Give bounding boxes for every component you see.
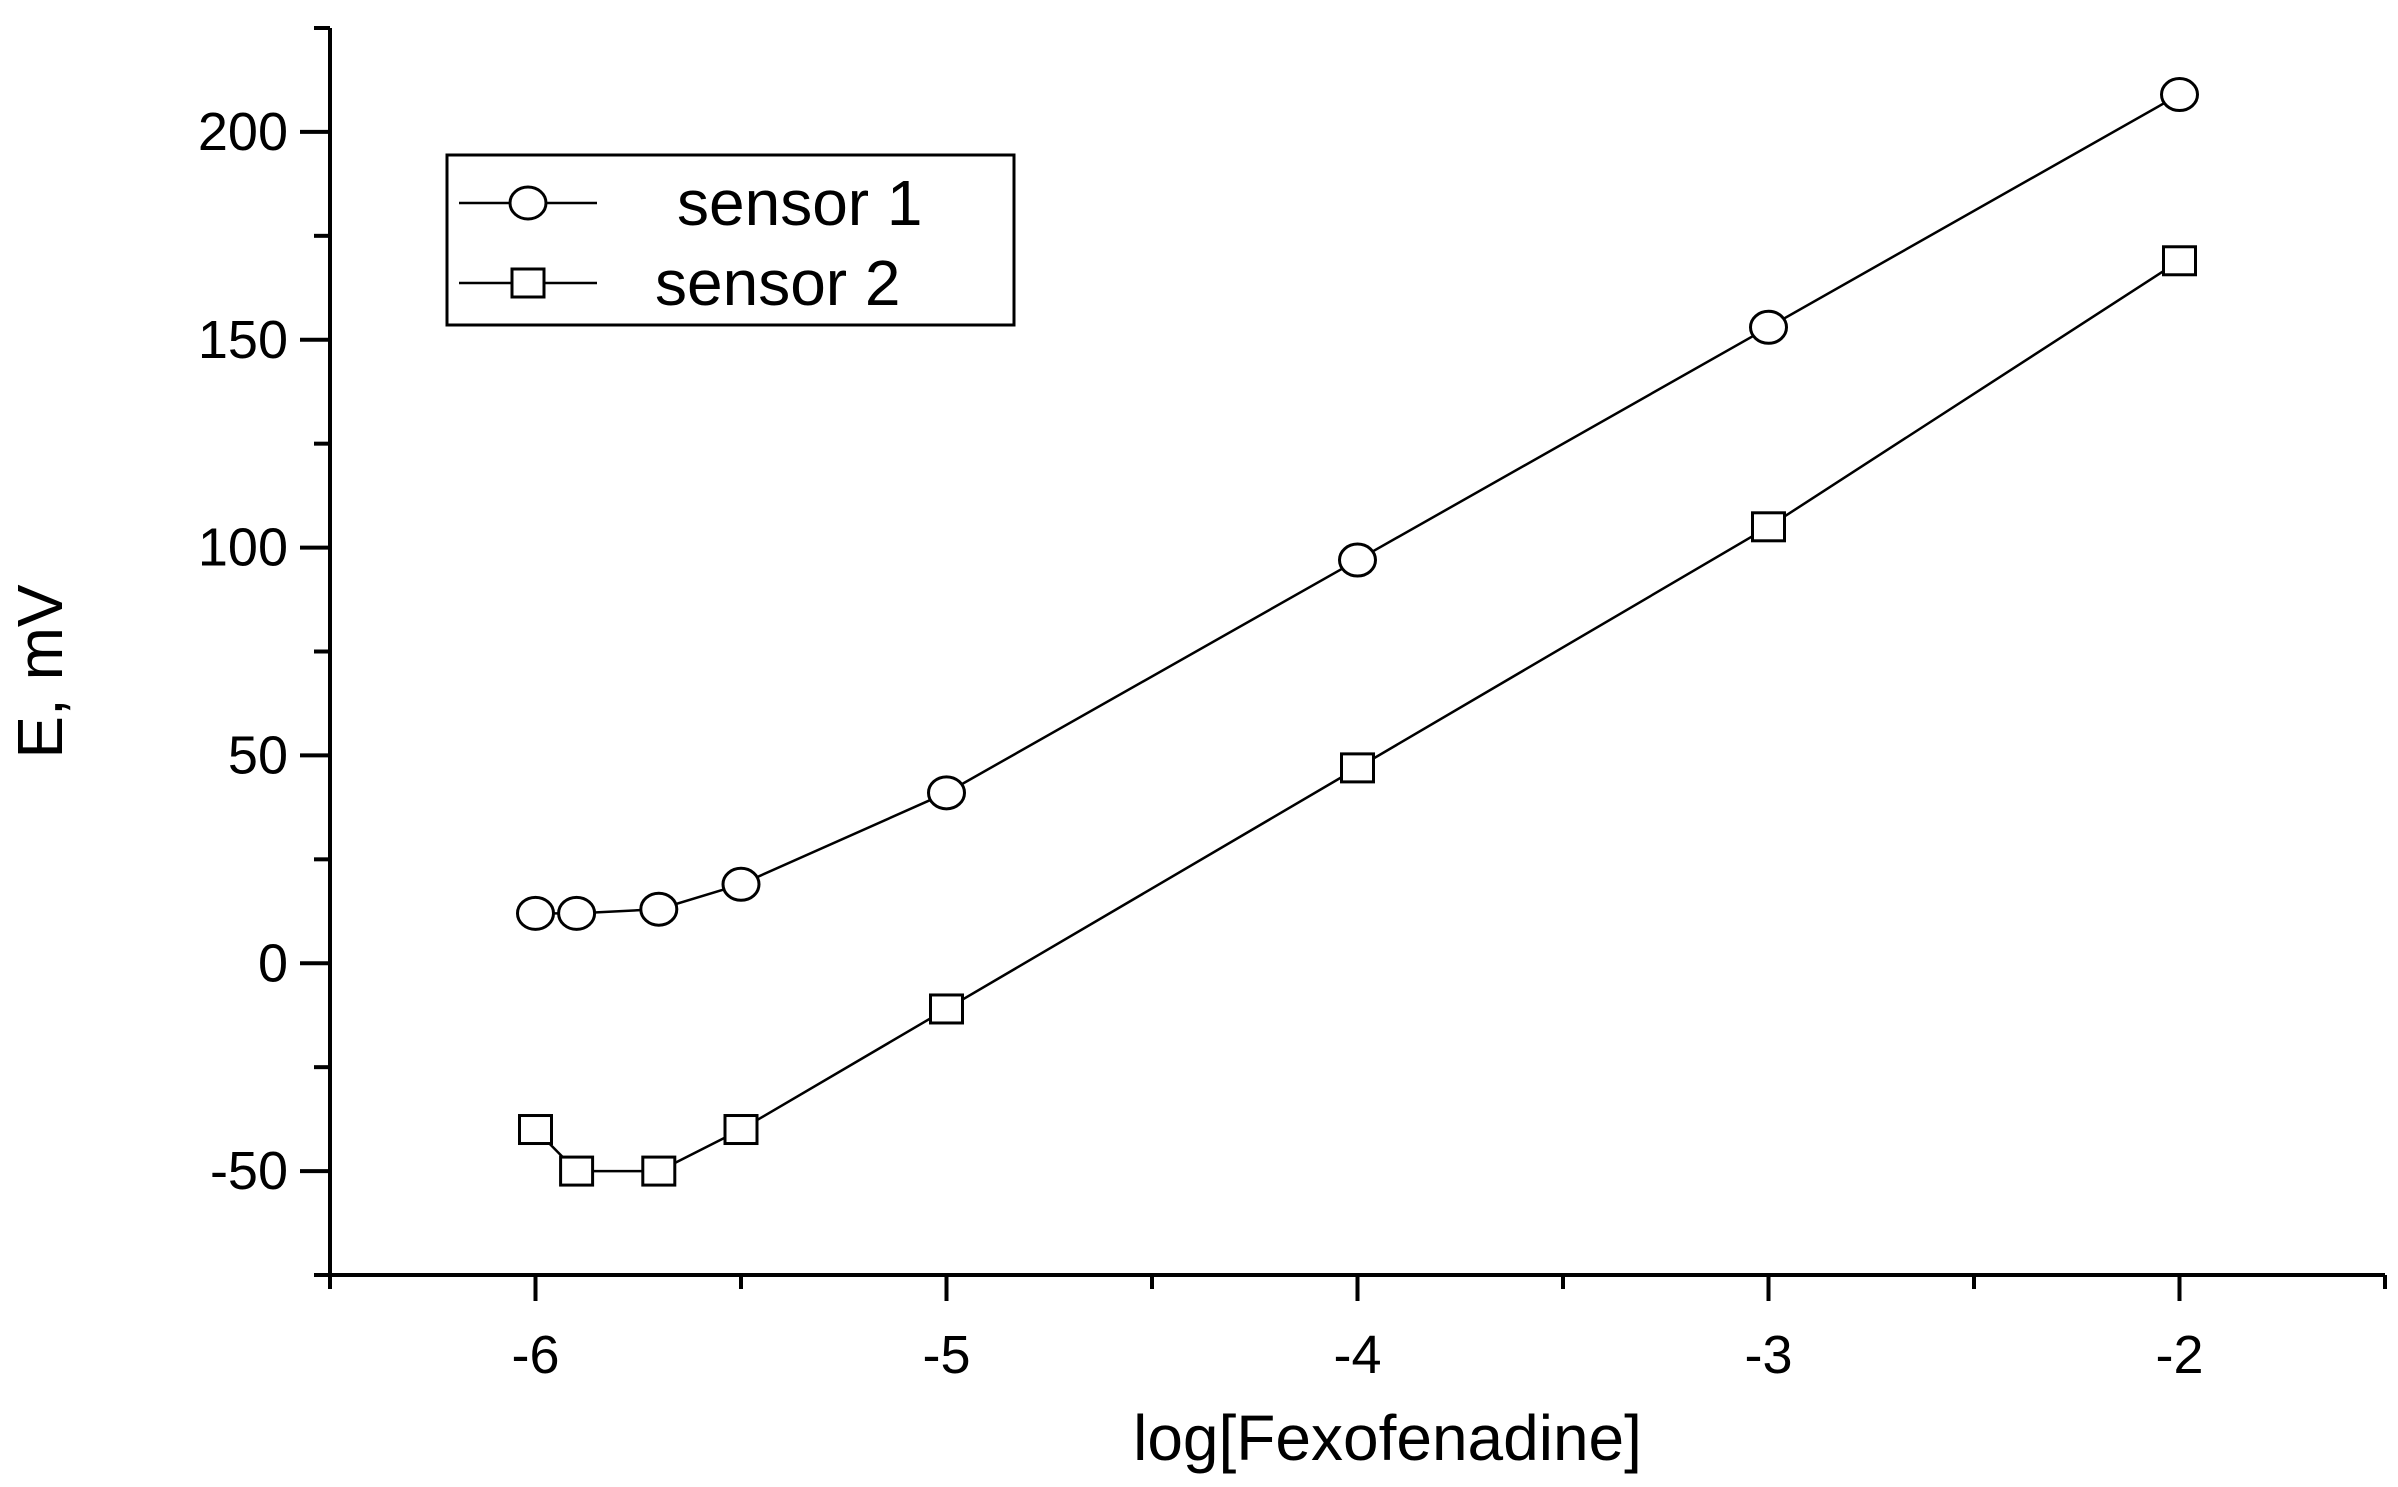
x-tick-label: -6 [511,1325,559,1385]
series-2 [518,245,2197,1187]
legend: sensor 1 sensor 2 [445,153,1016,327]
square-marker [1751,511,1786,543]
legend-square-marker [510,267,546,299]
legend-circle-marker [508,185,548,221]
legend-item: sensor 1 [459,167,922,239]
square-marker [723,1114,759,1146]
x-axis-title: log[Fexofenadine] [1133,1402,1642,1474]
legend-item: sensor 2 [459,247,900,319]
x-tick-label: -2 [2155,1325,2203,1385]
circle-marker [721,866,761,902]
y-axis-title: E, mV [4,584,76,759]
y-tick-label: 0 [258,933,288,993]
circle-marker [516,895,555,931]
circle-marker [1338,542,1377,578]
circle-marker [927,775,966,811]
axes: -50 0 50 100 150 200 -6 -5 -4 -3 -2 [198,26,2387,1385]
square-marker [929,993,964,1025]
legend-label: sensor 1 [677,167,922,239]
series-1 [516,77,2199,931]
legend-label: sensor 2 [655,247,900,319]
y-tick-label: 50 [228,725,288,785]
square-marker [2162,245,2197,277]
square-marker [518,1114,553,1146]
x-tick-label: -5 [922,1325,970,1385]
y-tick-label: -50 [210,1141,288,1201]
square-marker [1340,752,1375,784]
circle-marker [557,895,597,931]
series-line [534,259,2181,1173]
plot-area [516,77,2199,1187]
y-tick-label: 200 [198,102,288,162]
square-marker [559,1155,595,1187]
y-tick-label: 150 [198,310,288,370]
x-tick-label: -3 [1744,1325,1792,1385]
x-tick-label: -4 [1333,1325,1381,1385]
square-marker [641,1155,677,1187]
circle-marker [1749,309,1788,345]
y-tick-label: 100 [198,518,288,578]
circle-marker [2160,77,2199,113]
circle-marker [639,891,679,927]
